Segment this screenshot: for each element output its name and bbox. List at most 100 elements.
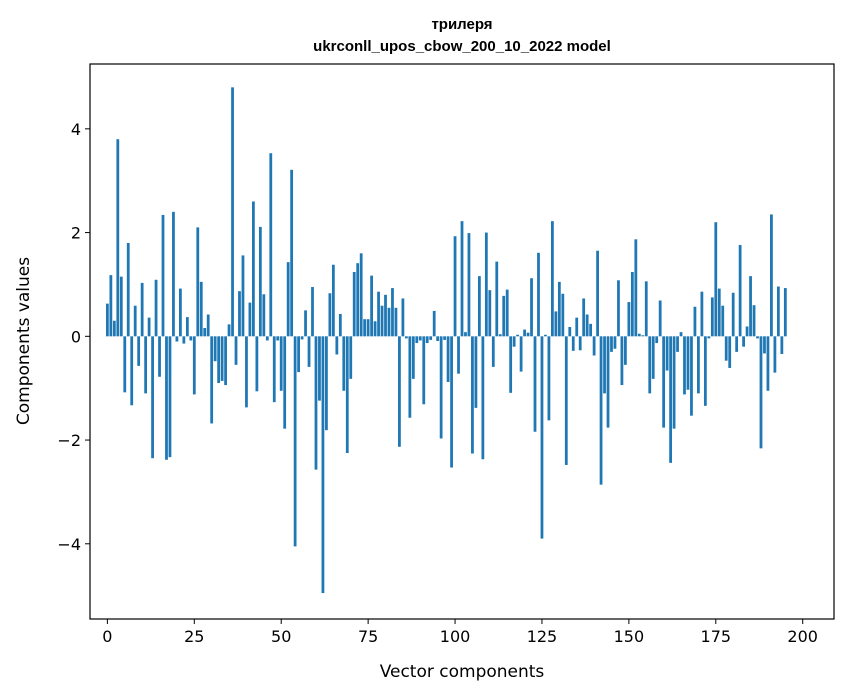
x-tick-label: 100 xyxy=(440,627,471,646)
bar xyxy=(634,239,638,337)
bar xyxy=(300,336,304,340)
bar xyxy=(286,262,290,337)
bar xyxy=(537,252,540,337)
bar xyxy=(269,153,273,337)
bar xyxy=(432,310,436,337)
bar xyxy=(766,336,770,391)
bar xyxy=(255,336,259,392)
bar xyxy=(585,314,589,337)
bar xyxy=(370,275,373,337)
bar xyxy=(547,336,551,421)
bar xyxy=(272,336,276,403)
bar xyxy=(217,336,221,383)
bar xyxy=(683,336,686,395)
bar xyxy=(717,288,721,337)
bar xyxy=(311,287,314,337)
bar xyxy=(693,306,697,337)
bar xyxy=(384,294,387,337)
bar xyxy=(415,336,419,344)
bar xyxy=(575,317,579,337)
bar xyxy=(669,336,672,463)
bar xyxy=(770,214,773,337)
bar xyxy=(335,336,339,355)
x-tick-label: 150 xyxy=(614,627,645,646)
bar xyxy=(349,336,353,379)
bar xyxy=(557,281,561,337)
bar xyxy=(262,294,266,337)
y-tick-label: −4 xyxy=(57,535,81,554)
bar xyxy=(686,336,690,390)
bar xyxy=(325,336,328,431)
bar xyxy=(613,336,617,349)
bar xyxy=(606,336,610,428)
bar xyxy=(582,298,586,337)
bar xyxy=(196,227,200,337)
bar xyxy=(505,289,509,337)
bar xyxy=(509,336,513,393)
bar xyxy=(471,336,474,454)
bar xyxy=(182,336,186,344)
bar xyxy=(373,321,377,337)
bar xyxy=(307,336,311,367)
bar xyxy=(662,336,666,428)
bar xyxy=(394,307,398,337)
bar xyxy=(112,320,116,337)
bar xyxy=(165,336,168,460)
bar xyxy=(495,261,499,337)
bar xyxy=(123,336,127,393)
bar xyxy=(540,336,544,539)
bar xyxy=(436,336,440,341)
bar xyxy=(464,332,467,337)
bar xyxy=(523,329,526,337)
bar xyxy=(742,336,745,347)
y-axis-label: Components values xyxy=(14,257,34,425)
bar xyxy=(248,302,252,337)
bar xyxy=(571,336,575,351)
bar xyxy=(338,314,342,337)
bar xyxy=(564,336,568,465)
bars-group xyxy=(105,87,787,594)
bar xyxy=(161,214,165,337)
bar xyxy=(637,333,641,337)
bar xyxy=(512,336,516,347)
bar xyxy=(644,281,648,337)
bar xyxy=(238,291,241,337)
bar xyxy=(484,232,488,337)
bar xyxy=(759,336,763,449)
bar xyxy=(491,336,495,367)
bar xyxy=(498,334,502,337)
bar xyxy=(314,336,318,470)
bar xyxy=(363,319,367,337)
bar xyxy=(356,263,360,337)
bar xyxy=(283,336,287,429)
bar xyxy=(735,336,739,352)
bar xyxy=(481,336,485,460)
bar xyxy=(749,276,752,337)
bar xyxy=(592,336,596,356)
bar xyxy=(345,336,349,454)
x-tick-label: 0 xyxy=(102,627,112,646)
bar xyxy=(620,336,624,386)
bar xyxy=(624,336,627,365)
x-tick-label: 75 xyxy=(358,627,378,646)
bar xyxy=(467,233,471,337)
bar xyxy=(265,336,269,341)
bar xyxy=(352,272,356,337)
bar xyxy=(578,336,582,351)
x-tick-label: 200 xyxy=(787,627,818,646)
bar xyxy=(231,87,234,337)
bar xyxy=(408,336,412,418)
bar xyxy=(185,317,189,337)
bar xyxy=(488,290,492,337)
bar xyxy=(422,336,426,405)
bar xyxy=(429,336,433,340)
bar xyxy=(210,336,214,424)
bar xyxy=(721,305,725,337)
bar xyxy=(714,222,718,337)
bar xyxy=(596,250,599,337)
bar xyxy=(304,310,307,337)
bar xyxy=(630,272,634,337)
bar xyxy=(126,242,130,337)
bar xyxy=(359,253,363,337)
bar xyxy=(724,336,728,361)
